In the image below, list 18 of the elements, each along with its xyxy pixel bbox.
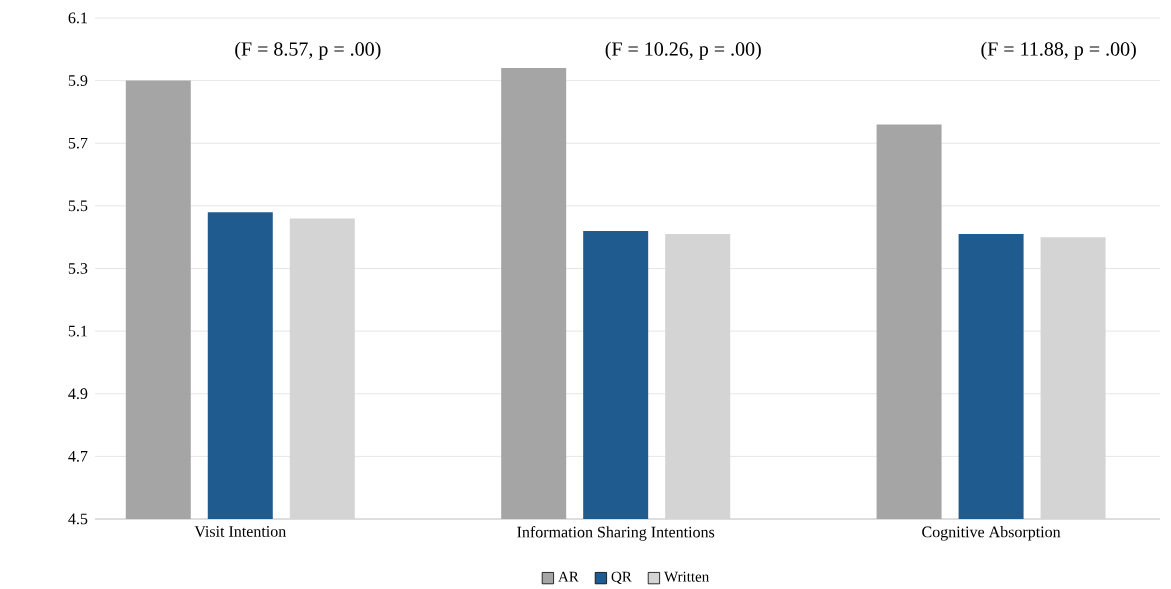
y-tick-label: 5.7 bbox=[68, 137, 88, 149]
y-tick-label: 4.5 bbox=[68, 513, 88, 525]
legend-label: QR bbox=[611, 571, 632, 584]
y-tick-label: 6.1 bbox=[68, 12, 87, 24]
x-tick-label: Information Sharing Intentions bbox=[517, 526, 715, 541]
y-tick-label: 5.9 bbox=[68, 75, 88, 87]
x-tick-label: Cognitive Absorption bbox=[922, 526, 1061, 541]
y-tick-label: 4.9 bbox=[68, 388, 88, 400]
annotation: (F = 11.88, p = .00) bbox=[981, 41, 1136, 60]
legend-label: AR bbox=[558, 571, 579, 582]
y-tick-label: 5.3 bbox=[68, 263, 88, 274]
legend-label: Written bbox=[664, 571, 710, 582]
annotation: (F = 10.26, p = .00) bbox=[605, 41, 761, 60]
y-tick-label: 5.5 bbox=[68, 200, 88, 212]
y-tick-label: 4.7 bbox=[68, 450, 88, 462]
x-tick-label: Visit Intention bbox=[194, 526, 286, 537]
y-tick-label: 5.1 bbox=[68, 325, 87, 337]
annotation: (F = 8.57, p = .00) bbox=[235, 41, 381, 60]
